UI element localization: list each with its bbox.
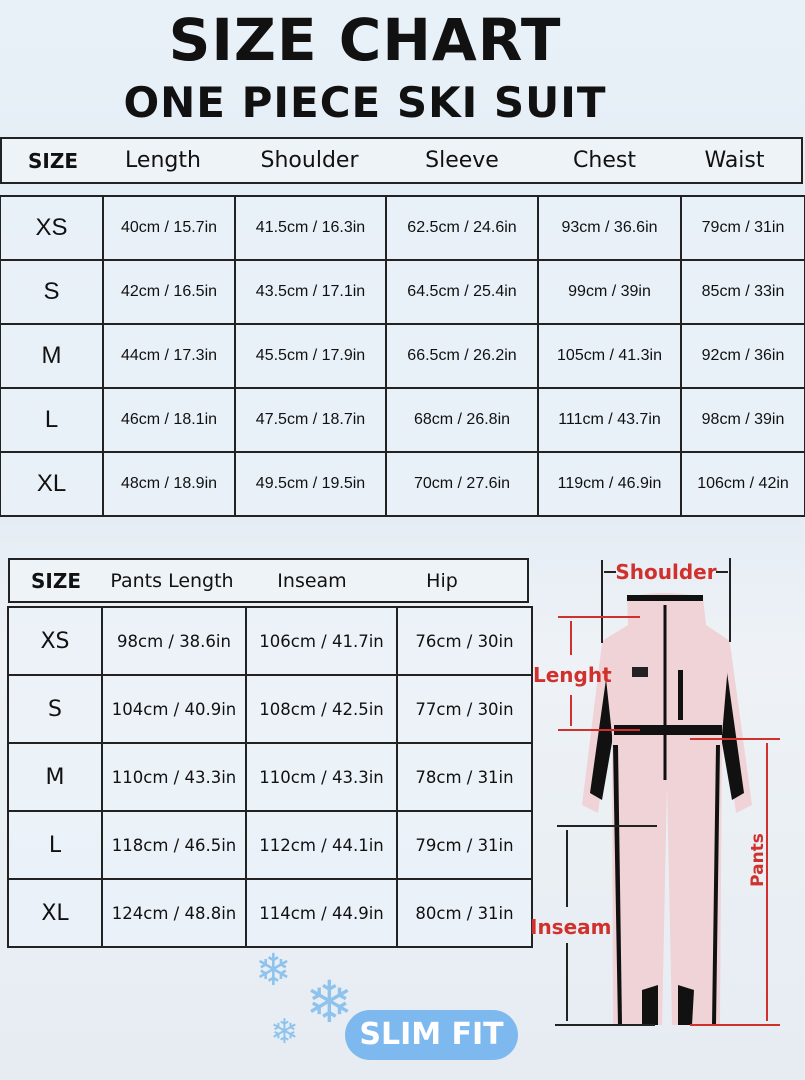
ski-suit-measurement-figure: Shoulder Lenght Pants Inseam — [530, 558, 780, 1026]
size-cell: S — [0, 259, 104, 325]
measurement-cell: 119cm / 46.9in — [537, 451, 682, 517]
measurement-cell: 99cm / 39in — [537, 259, 682, 325]
measurement-cell: 85cm / 33in — [680, 259, 805, 325]
header-inseam: Inseam — [277, 569, 347, 592]
measurement-cell: 106cm / 42in — [680, 451, 805, 517]
table-row: M 110cm / 43.3in 110cm / 43.3in 78cm / 31in — [7, 742, 533, 812]
header-shoulder: Shoulder — [260, 148, 359, 173]
header-size: SIZE — [27, 148, 78, 173]
inseam-measure: Inseam — [530, 825, 657, 1026]
size-cell: M — [7, 742, 103, 812]
slim-fit-badge: SLIM FIT — [345, 1010, 518, 1060]
size-cell: XS — [7, 606, 103, 676]
size-cell: XS — [0, 195, 104, 261]
table-row: L 46cm / 18.1in 47.5cm / 18.7in 68cm / 26.8… — [0, 387, 805, 453]
size-cell: L — [0, 387, 104, 453]
measurement-cell: 112cm / 44.1in — [245, 810, 398, 880]
measurement-cell: 47.5cm / 18.7in — [234, 387, 387, 453]
length-measure: Lenght — [533, 616, 640, 731]
measurement-cell: 41.5cm / 16.3in — [234, 195, 387, 261]
measurement-cell: 62.5cm / 24.6in — [385, 195, 539, 261]
ski-suit-illustration — [582, 593, 752, 1025]
measurement-cell: 79cm / 31in — [396, 810, 533, 880]
size-cell: L — [7, 810, 103, 880]
top-table-header: SIZE Length Shoulder Sleeve Chest Waist — [0, 137, 803, 184]
pants-label: Pants — [748, 833, 768, 887]
table-row: L 118cm / 46.5in 112cm / 44.1in 79cm / 31in — [7, 810, 533, 880]
measurement-cell: 93cm / 36.6in — [537, 195, 682, 261]
measurement-cell: 77cm / 30in — [396, 674, 533, 744]
shoulder-measure: Shoulder — [601, 558, 731, 643]
table-row: XL 48cm / 18.9in 49.5cm / 19.5in 70cm / 27.… — [0, 451, 805, 517]
measurement-cell: 98cm / 38.6in — [101, 606, 247, 676]
snowflake-icon: ❄ — [270, 1012, 299, 1052]
measurement-cell: 106cm / 41.7in — [245, 606, 398, 676]
measurement-cell: 66.5cm / 26.2in — [385, 323, 539, 389]
measurement-cell: 108cm / 42.5in — [245, 674, 398, 744]
size-cell: M — [0, 323, 104, 389]
measurement-cell: 79cm / 31in — [680, 195, 805, 261]
measurement-cell: 40cm / 15.7in — [102, 195, 236, 261]
measurement-cell: 110cm / 43.3in — [101, 742, 247, 812]
measurement-cell: 48cm / 18.9in — [102, 451, 236, 517]
measurement-cell: 68cm / 26.8in — [385, 387, 539, 453]
page-subtitle: ONE PIECE SKI SUIT — [123, 78, 607, 127]
measurement-cell: 98cm / 39in — [680, 387, 805, 453]
table-row: S 104cm / 40.9in 108cm / 42.5in 77cm / 30in — [7, 674, 533, 744]
size-cell: XL — [0, 451, 104, 517]
measurement-cell: 64.5cm / 25.4in — [385, 259, 539, 325]
measurement-cell: 80cm / 31in — [396, 878, 533, 948]
snowflake-icon: ❄ — [255, 945, 292, 996]
size-cell: XL — [7, 878, 103, 948]
header-waist: Waist — [704, 148, 765, 173]
inseam-label: Inseam — [530, 915, 611, 939]
header-chest: Chest — [573, 148, 636, 173]
measurement-cell: 44cm / 17.3in — [102, 323, 236, 389]
table-row: XS 98cm / 38.6in 106cm / 41.7in 76cm / 30in — [7, 606, 533, 676]
bottom-table-header: SIZE Pants Length Inseam Hip — [8, 558, 529, 603]
measurement-cell: 104cm / 40.9in — [101, 674, 247, 744]
header-pants-length: Pants Length — [110, 569, 234, 592]
measurement-cell: 78cm / 31in — [396, 742, 533, 812]
measurement-cell: 110cm / 43.3in — [245, 742, 398, 812]
table-row: XL 124cm / 48.8in 114cm / 44.9in 80cm / 31i… — [7, 878, 533, 948]
measurement-cell: 46cm / 18.1in — [102, 387, 236, 453]
page-title: SIZE CHART — [168, 6, 562, 74]
measurement-cell: 111cm / 43.7in — [537, 387, 682, 453]
measurement-cell: 92cm / 36in — [680, 323, 805, 389]
measurement-cell: 42cm / 16.5in — [102, 259, 236, 325]
header-length: Length — [125, 148, 201, 173]
snowflake-icon: ❄ — [305, 968, 354, 1036]
measurement-cell: 43.5cm / 17.1in — [234, 259, 387, 325]
header-sleeve: Sleeve — [425, 148, 499, 173]
top-size-table: XS 40cm / 15.7in 41.5cm / 16.3in 62.5cm / 2… — [0, 195, 805, 517]
table-row: XS 40cm / 15.7in 41.5cm / 16.3in 62.5cm / 2… — [0, 195, 805, 261]
size-cell: S — [7, 674, 103, 744]
table-row: S 42cm / 16.5in 43.5cm / 17.1in 64.5cm / 25… — [0, 259, 805, 325]
table-row: M 44cm / 17.3in 45.5cm / 17.9in 66.5cm / 26… — [0, 323, 805, 389]
header-hip: Hip — [426, 569, 458, 592]
bottom-size-table: XS 98cm / 38.6in 106cm / 41.7in 76cm / 30in… — [7, 606, 533, 948]
measurement-cell: 45.5cm / 17.9in — [234, 323, 387, 389]
measurement-cell: 105cm / 41.3in — [537, 323, 682, 389]
pants-measure: Pants — [690, 738, 780, 1026]
measurement-cell: 118cm / 46.5in — [101, 810, 247, 880]
shoulder-label: Shoulder — [615, 560, 716, 584]
measurement-cell: 114cm / 44.9in — [245, 878, 398, 948]
measurement-cell: 70cm / 27.6in — [385, 451, 539, 517]
length-label: Lenght — [533, 663, 612, 687]
measurement-cell: 124cm / 48.8in — [101, 878, 247, 948]
header-size: SIZE — [30, 568, 81, 593]
measurement-cell: 49.5cm / 19.5in — [234, 451, 387, 517]
measurement-cell: 76cm / 30in — [396, 606, 533, 676]
